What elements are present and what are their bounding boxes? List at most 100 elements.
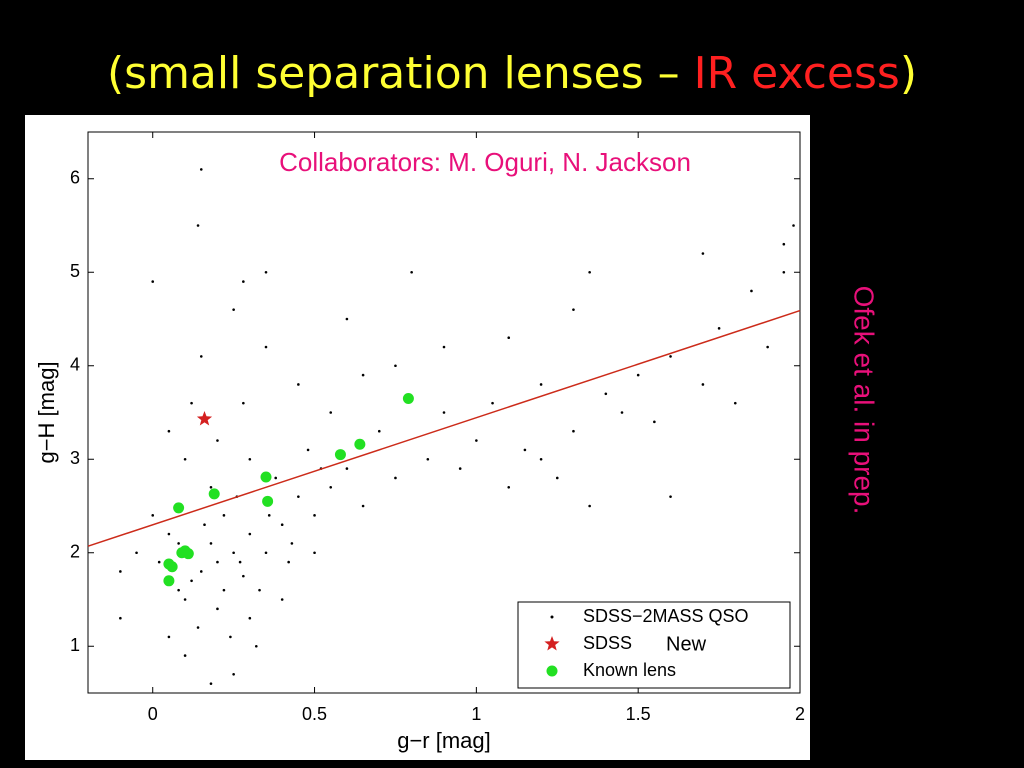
qso-point	[216, 607, 219, 611]
qso-point	[119, 616, 122, 620]
lens-point	[260, 471, 272, 483]
lens-point	[166, 561, 178, 573]
qso-point	[782, 270, 786, 274]
qso-point	[491, 401, 494, 405]
qso-point	[248, 457, 252, 461]
qso-point	[229, 635, 232, 639]
qso-point	[361, 373, 365, 377]
qso-point	[232, 308, 235, 311]
qso-point	[209, 542, 213, 545]
qso-point	[313, 551, 316, 555]
qso-point	[222, 588, 226, 592]
x-tick-label: 0	[148, 704, 158, 724]
y-tick-label: 5	[70, 261, 80, 281]
lens-point	[402, 392, 414, 404]
qso-point	[782, 242, 786, 246]
qso-point	[274, 476, 278, 480]
qso-point	[306, 448, 310, 452]
side-note: Ofek et al. in prep.	[849, 286, 880, 515]
qso-point	[232, 551, 235, 555]
qso-point	[539, 457, 543, 461]
qso-point	[297, 495, 300, 498]
qso-point	[313, 514, 316, 517]
y-tick-label: 4	[70, 355, 80, 375]
qso-point	[242, 280, 245, 283]
x-tick-label: 0.5	[302, 704, 327, 724]
lens-point	[334, 449, 346, 461]
qso-point	[410, 270, 413, 274]
qso-point	[750, 289, 753, 293]
qso-point	[442, 411, 446, 414]
qso-point	[345, 467, 349, 470]
legend-box	[517, 601, 791, 689]
qso-point	[792, 224, 795, 227]
qso-point	[345, 317, 349, 321]
qso-point	[242, 401, 245, 405]
qso-point	[264, 345, 268, 349]
qso-point	[717, 327, 721, 330]
qso-point	[216, 439, 219, 442]
qso-point	[507, 336, 511, 340]
qso-point	[297, 383, 300, 386]
slide-title: (small separation lenses – IR excess)	[107, 48, 917, 99]
annotation: Collaborators: M. Oguri, N. Jackson	[279, 147, 691, 177]
qso-point	[242, 574, 245, 578]
y-tick-label: 1	[70, 635, 80, 655]
title-part: )	[900, 48, 917, 99]
qso-point	[329, 486, 333, 489]
title-part: IR excess	[694, 48, 900, 99]
qso-point	[539, 383, 543, 386]
qso-point	[209, 486, 213, 489]
qso-point	[196, 224, 200, 227]
qso-point	[232, 673, 235, 676]
qso-point	[264, 270, 268, 274]
qso-point	[701, 252, 705, 255]
qso-point	[426, 457, 430, 461]
qso-point	[258, 588, 261, 592]
qso-point	[280, 523, 284, 526]
qso-point	[190, 579, 193, 583]
y-axis-label: g−H [mag]	[34, 361, 59, 463]
qso-point	[199, 168, 203, 171]
lens-point	[163, 575, 175, 587]
qso-point	[588, 504, 591, 508]
lens-point	[262, 495, 274, 507]
qso-point	[248, 532, 252, 536]
lens-point	[173, 502, 185, 514]
qso-point	[119, 570, 122, 573]
title-part: (small separation lenses –	[107, 48, 694, 99]
y-tick-label: 6	[70, 168, 80, 188]
y-tick-label: 2	[70, 542, 80, 562]
chart: 0 0.5 1 1.5 2 1 2 3 4 5 6 g−r [mag] g−H [mag] Collabo…	[34, 131, 805, 753]
fit-line	[87, 309, 801, 547]
qso-point	[167, 635, 171, 639]
qso-point	[167, 429, 171, 433]
qso-point	[588, 270, 591, 274]
legend-note: New	[666, 633, 707, 655]
qso-point	[183, 654, 187, 657]
qso-point	[377, 429, 381, 433]
qso-point	[555, 476, 559, 480]
y-tick-label: 3	[70, 448, 80, 468]
qso-point	[287, 560, 290, 564]
star-point	[196, 411, 213, 426]
qso-point	[507, 486, 511, 489]
qso-point	[394, 476, 397, 480]
qso-point	[177, 542, 180, 545]
qso-point	[267, 514, 271, 517]
qso-point	[222, 514, 226, 517]
legend-label: SDSS	[583, 633, 632, 653]
x-tick-label: 1	[471, 704, 481, 724]
qso-point	[669, 355, 672, 358]
qso-point	[238, 560, 242, 564]
legend-marker	[550, 615, 554, 619]
qso-point	[209, 682, 213, 685]
qso-point	[254, 644, 258, 648]
lens-point	[208, 488, 220, 500]
qso-point	[280, 598, 284, 601]
qso-point	[329, 411, 333, 414]
qso-point	[151, 514, 155, 517]
qso-point	[766, 345, 769, 349]
